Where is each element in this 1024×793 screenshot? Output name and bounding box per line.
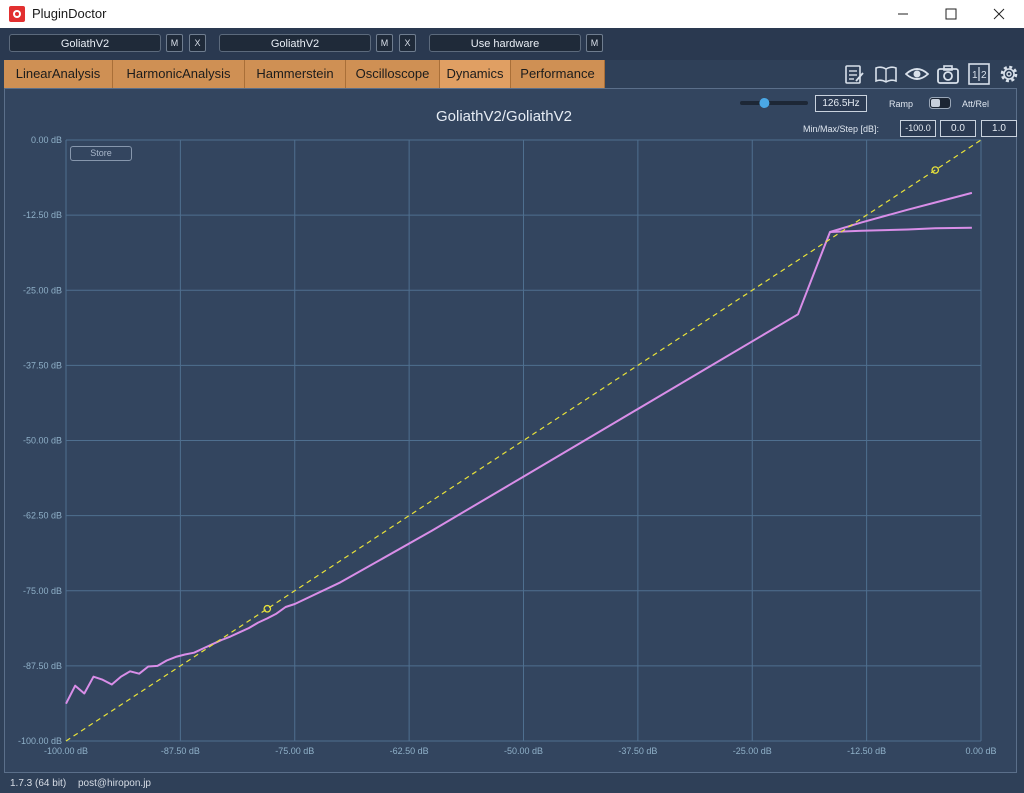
response-curve-1 <box>65 226 972 705</box>
y-tick-label: -62.50 dB <box>23 511 62 521</box>
notes-icon[interactable] <box>842 62 866 86</box>
hardware-m-button[interactable]: M <box>586 34 603 52</box>
tab-harmonic-analysis[interactable]: HarmonicAnalysis <box>113 60 245 88</box>
x-tick-label: -12.50 dB <box>847 746 886 756</box>
x-tick-label: -37.50 dB <box>618 746 657 756</box>
eye-icon[interactable] <box>905 62 929 86</box>
x-tick-label: -50.00 dB <box>504 746 543 756</box>
close-icon[interactable] <box>976 0 1022 28</box>
ramp-toggle[interactable] <box>929 97 951 109</box>
y-tick-label: -25.00 dB <box>23 285 62 295</box>
tab-linear-analysis[interactable]: LinearAnalysis <box>4 60 113 88</box>
y-axis-ticks: 0.00 dB -12.50 dB -25.00 dB -37.50 dB -50.00… <box>18 135 62 746</box>
tab-performance[interactable]: Performance <box>511 60 605 88</box>
y-tick-label: -37.50 dB <box>23 360 62 370</box>
title-bar: PluginDoctor <box>0 0 1024 28</box>
minimize-icon[interactable] <box>880 0 926 28</box>
svg-text:1: 1 <box>972 70 978 81</box>
version-text: 1.7.3 (64 bit) <box>10 778 67 789</box>
y-tick-label: -50.00 dB <box>23 436 62 446</box>
tab-hammerstein[interactable]: Hammerstein <box>245 60 346 88</box>
reference-marker[interactable] <box>931 166 940 174</box>
plugin-slot-bar: GoliathV2 M X GoliathV2 M X Use hardware… <box>0 28 1024 60</box>
slot-2-x-button[interactable]: X <box>399 34 416 52</box>
slot-1-m-button[interactable]: M <box>166 34 183 52</box>
window-title: PluginDoctor <box>32 6 107 21</box>
max-field[interactable]: 0.0 <box>940 120 976 137</box>
maximize-icon[interactable] <box>928 0 974 28</box>
x-tick-label: -100.00 dB <box>44 746 88 756</box>
x-tick-label: -75.00 dB <box>275 746 314 756</box>
reference-line <box>65 139 982 742</box>
step-field[interactable]: 1.0 <box>981 120 1017 137</box>
app-logo-icon <box>9 6 25 22</box>
y-tick-label: -12.50 dB <box>23 210 62 220</box>
slider-knob[interactable] <box>759 98 770 108</box>
x-tick-label: -87.50 dB <box>161 746 200 756</box>
camera-icon[interactable] <box>936 62 960 86</box>
chart-series <box>65 139 982 742</box>
reference-marker[interactable] <box>263 604 272 613</box>
x-tick-label: -62.50 dB <box>390 746 429 756</box>
contact-text: post@hiropon.jp <box>78 778 151 789</box>
response-curve-2 <box>829 191 973 233</box>
tab-oscilloscope[interactable]: Oscilloscope <box>346 60 440 88</box>
frequency-slider[interactable] <box>738 96 810 110</box>
store-button[interactable]: Store <box>70 146 132 161</box>
min-field[interactable]: -100.0 <box>900 120 936 137</box>
plugin-slot-2[interactable]: GoliathV2 <box>219 34 371 52</box>
x-tick-label: 0.00 dB <box>965 746 996 756</box>
tab-dynamics[interactable]: Dynamics <box>440 60 511 88</box>
y-tick-label: 0.00 dB <box>31 135 62 145</box>
chart-title: GoliathV2/GoliathV2 <box>436 108 572 125</box>
y-tick-label: -87.50 dB <box>23 661 62 671</box>
att-rel-label: Att/Rel <box>962 99 990 109</box>
ramp-label: Ramp <box>889 99 914 109</box>
hardware-slot[interactable]: Use hardware <box>429 34 581 52</box>
book-icon[interactable] <box>874 62 898 86</box>
grid-lines <box>65 139 982 742</box>
x-axis-ticks: -100.00 dB -87.50 dB -75.00 dB -62.50 dB -50… <box>44 746 997 756</box>
slot-2-m-button[interactable]: M <box>376 34 393 52</box>
svg-text:2: 2 <box>981 70 987 81</box>
minmaxstep-label: Min/Max/Step [dB]: <box>803 124 880 134</box>
slot-1-x-button[interactable]: X <box>189 34 206 52</box>
x-tick-label: -25.00 dB <box>733 746 772 756</box>
frequency-field[interactable]: 126.5Hz <box>815 95 867 112</box>
y-tick-label: -100.00 dB <box>18 736 62 746</box>
y-tick-label: -75.00 dB <box>23 586 62 596</box>
gear-icon[interactable] <box>997 62 1021 86</box>
plugin-slot-1[interactable]: GoliathV2 <box>9 34 161 52</box>
